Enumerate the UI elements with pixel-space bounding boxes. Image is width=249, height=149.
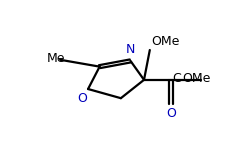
Text: O: O xyxy=(77,92,87,105)
Text: Me: Me xyxy=(47,52,65,65)
Text: O: O xyxy=(166,107,176,120)
Text: C: C xyxy=(172,72,181,85)
Text: OMe: OMe xyxy=(152,35,180,48)
Text: N: N xyxy=(126,43,135,56)
Text: OMe: OMe xyxy=(183,72,211,85)
